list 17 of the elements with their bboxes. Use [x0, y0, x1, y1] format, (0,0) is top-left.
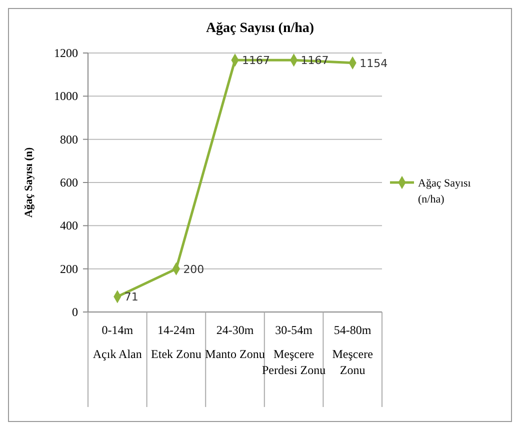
- y-tick-label: 1000: [54, 89, 78, 104]
- data-label: 1154: [360, 56, 388, 70]
- y-tick-label: 600: [60, 176, 78, 190]
- data-label: 200: [183, 262, 204, 276]
- y-tick-label: 0: [72, 305, 78, 319]
- y-tick-label: 1200: [54, 46, 78, 60]
- x-tick-label: 24-30m Manto Zonu: [205, 323, 265, 361]
- legend-label: Ağaç Sayısı (n/ha): [418, 178, 471, 206]
- y-tick-label: 200: [60, 262, 78, 276]
- data-label: 71: [124, 290, 138, 304]
- x-tick-label: 0-14m Açık Alan: [92, 323, 142, 361]
- x-tick-label: 14-24m Etek Zonu: [151, 323, 202, 361]
- chart-title: Ağaç Sayısı (n/ha): [206, 21, 314, 36]
- y-axis-title: Ağaç Sayısı (n): [23, 147, 35, 218]
- x-tick-label: 54-80m Meşcere Zonu: [332, 323, 373, 377]
- y-tick-label: 400: [60, 218, 78, 233]
- y-tick-label: 800: [60, 132, 78, 146]
